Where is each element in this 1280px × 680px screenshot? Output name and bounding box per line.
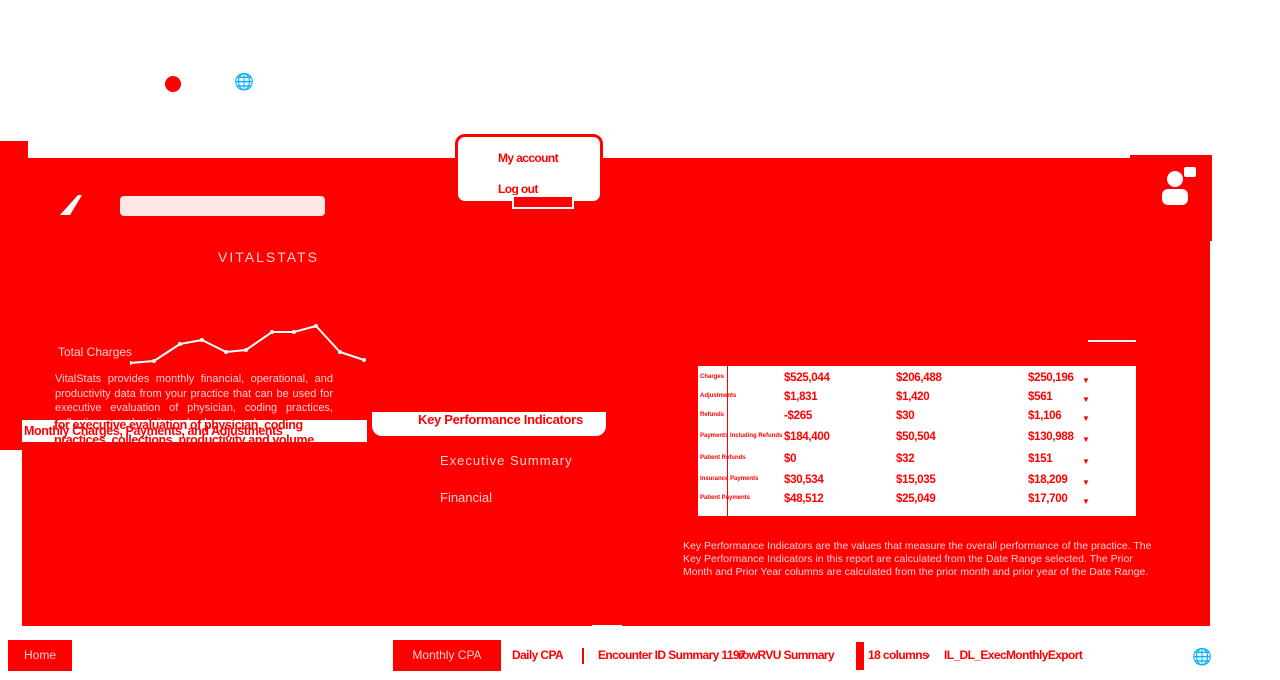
prior-month-value: $206,488 bbox=[896, 372, 942, 384]
sparkline-label: Total Charges bbox=[58, 345, 133, 359]
trend-down-icon: ▼ bbox=[1082, 395, 1090, 404]
description-overlay-line: for executive evaluation of physician, c… bbox=[54, 418, 303, 432]
trend-down-icon: ▼ bbox=[1082, 478, 1090, 487]
tab-active-marker bbox=[856, 642, 864, 670]
tab-separator bbox=[582, 648, 584, 664]
tab-rvu-summary[interactable]: rowRVU Summary bbox=[738, 648, 835, 662]
prior-year-value: $561 bbox=[1028, 391, 1053, 403]
user-avatar-icon[interactable] bbox=[1160, 165, 1200, 205]
prior-month-value: $25,049 bbox=[896, 493, 936, 505]
brand-logo-wordmark bbox=[120, 196, 325, 216]
status-dot-icon bbox=[165, 76, 181, 92]
trend-down-icon: ▼ bbox=[1082, 497, 1090, 506]
prior-month-value: $1,420 bbox=[896, 391, 930, 403]
row-label: Charges bbox=[700, 374, 725, 380]
executive-summary-link[interactable]: Executive Summary bbox=[440, 453, 573, 468]
kpi-table: Charges $525,044 $206,488 $250,196 ▼ Adj… bbox=[698, 366, 1136, 516]
table-row: Patient Refunds $0 $32 $151 ▼ bbox=[698, 451, 1136, 470]
table-row: Payments Including Refunds $184,400 $50,… bbox=[698, 429, 1136, 448]
trend-down-icon: ▼ bbox=[1082, 414, 1090, 423]
row-label: Patient Refunds bbox=[700, 455, 746, 461]
table-row: Adjustments $1,831 $1,420 $561 ▼ bbox=[698, 389, 1136, 408]
prior-year-value: $130,988 bbox=[1028, 431, 1074, 443]
monthly-card[interactable] bbox=[22, 420, 367, 442]
table-header-underline bbox=[1088, 340, 1136, 342]
globe-icon[interactable]: 🌐 bbox=[1192, 649, 1212, 666]
user-panel[interactable] bbox=[1130, 155, 1212, 241]
menu-item-my-account[interactable]: My account bbox=[498, 151, 559, 165]
prior-year-value: $1,106 bbox=[1028, 410, 1062, 422]
prior-month-value: $15,035 bbox=[896, 474, 936, 486]
chevron-right-icon[interactable]: › bbox=[926, 648, 930, 662]
tab-export[interactable]: IL_DL_ExecMonthlyExport bbox=[944, 648, 1083, 662]
row-label: Adjustments bbox=[700, 393, 737, 399]
row-label: Refunds bbox=[700, 412, 724, 418]
current-value: $48,512 bbox=[784, 493, 824, 505]
financial-link[interactable]: Financial bbox=[440, 490, 493, 505]
trend-down-icon: ▼ bbox=[1082, 457, 1090, 466]
prior-year-value: $18,209 bbox=[1028, 474, 1068, 486]
tab-columns[interactable]: 18 columns bbox=[868, 648, 929, 662]
row-label: Insurance Payments bbox=[700, 476, 759, 482]
table-row: Refunds -$265 $30 $1,106 ▼ bbox=[698, 408, 1136, 427]
brand-logo-icon bbox=[60, 195, 82, 215]
description-overlay-line-2: practices, collections, productivity and… bbox=[54, 433, 314, 447]
prior-month-value: $30 bbox=[896, 410, 915, 422]
current-value: $1,831 bbox=[784, 391, 818, 403]
kpi-card-title[interactable]: Key Performance Indicators bbox=[418, 412, 583, 427]
tab-encounter-summary[interactable]: Encounter ID Summary 1197 bbox=[598, 648, 746, 662]
kpi-card[interactable] bbox=[372, 412, 606, 436]
monthly-card-title[interactable]: Monthly Charges, Payments, and Adjustmen… bbox=[24, 424, 283, 438]
trend-down-icon: ▼ bbox=[1082, 435, 1090, 444]
globe-icon[interactable]: 🌐 bbox=[234, 74, 254, 91]
kpi-description: Key Performance Indicators are the value… bbox=[683, 540, 1152, 578]
prior-year-value: $250,196 bbox=[1028, 372, 1074, 384]
panel-notch bbox=[592, 625, 622, 631]
prior-month-value: $50,504 bbox=[896, 431, 936, 443]
prior-month-value: $32 bbox=[896, 453, 915, 465]
left-edge-bar-lower bbox=[0, 240, 22, 450]
table-row: Patient Payments $48,512 $25,049 $17,700… bbox=[698, 491, 1136, 510]
menu-item-log-out[interactable]: Log out bbox=[498, 182, 538, 196]
table-row: Insurance Payments $30,534 $15,035 $18,2… bbox=[698, 472, 1136, 491]
monthly-cpa-button[interactable]: Monthly CPA bbox=[393, 640, 501, 671]
table-row: Charges $525,044 $206,488 $250,196 ▼ bbox=[698, 370, 1136, 389]
current-value: $0 bbox=[784, 453, 797, 465]
current-value: $525,044 bbox=[784, 372, 830, 384]
prior-year-value: $151 bbox=[1028, 453, 1053, 465]
menu-active-tab bbox=[512, 195, 574, 209]
table-label-column bbox=[698, 366, 728, 516]
brand-subtitle: VITALSTATS bbox=[218, 249, 319, 265]
home-button[interactable]: Home bbox=[8, 640, 72, 671]
prior-year-value: $17,700 bbox=[1028, 493, 1068, 505]
total-charges-sparkline bbox=[130, 324, 366, 365]
current-value: -$265 bbox=[784, 410, 812, 422]
account-dropdown: My account Log out bbox=[455, 134, 603, 209]
tab-daily-cpa[interactable]: Daily CPA bbox=[512, 648, 564, 662]
trend-down-icon: ▼ bbox=[1082, 376, 1090, 385]
row-label: Payments Including Refunds bbox=[700, 433, 783, 439]
current-value: $184,400 bbox=[784, 431, 830, 443]
row-label: Patient Payments bbox=[700, 495, 751, 501]
current-value: $30,534 bbox=[784, 474, 824, 486]
